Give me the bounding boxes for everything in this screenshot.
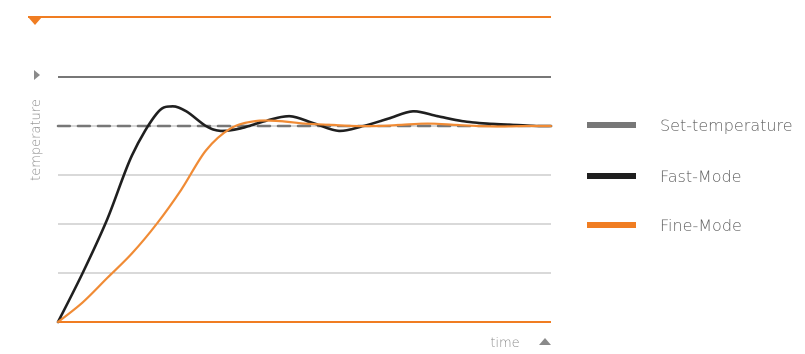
legend-label-fine-mode: Fine-Mode	[660, 216, 742, 235]
legend-label-fast-mode: Fast-Mode	[660, 167, 742, 186]
series-line-fine-mode	[56, 119, 553, 324]
y-axis-label: temperature	[29, 99, 44, 181]
y-axis-arrow-icon	[34, 70, 40, 80]
x-axis-group: time	[490, 336, 551, 351]
y-axis-group: temperature	[29, 70, 44, 181]
legend-swatch-set-temperature	[587, 122, 636, 128]
top-triangle-marker	[28, 17, 42, 25]
legend-label-set-temperature: Set-temperature	[660, 116, 793, 135]
series-line-fast-mode	[56, 105, 553, 324]
x-axis-arrow-icon	[539, 338, 551, 345]
x-axis-label: time	[490, 336, 519, 350]
series-layer	[56, 105, 553, 324]
grid-layer	[28, 16, 551, 323]
legend: Set-temperature Fast-Mode Fine-Mode	[587, 116, 793, 235]
legend-swatch-fine-mode	[587, 222, 636, 228]
top-marker-group	[28, 17, 42, 25]
legend-swatch-fast-mode	[587, 173, 636, 179]
